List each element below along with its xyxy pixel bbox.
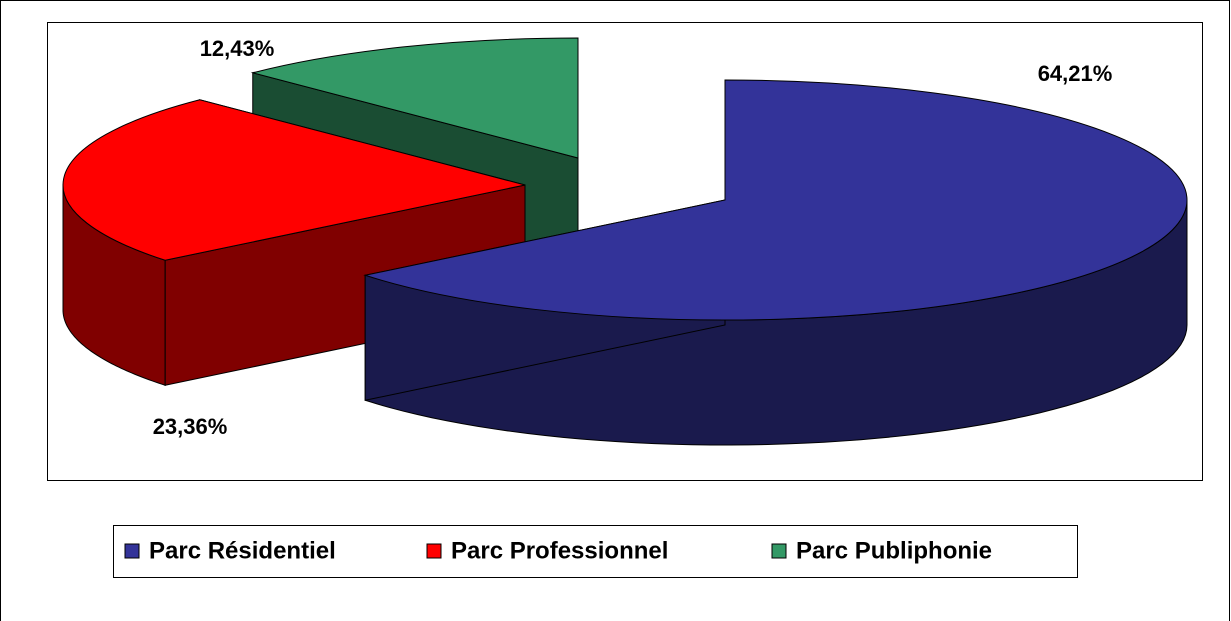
legend-swatch [426, 543, 442, 559]
slice-top [250, 37, 579, 159]
legend-label: Parc Professionnel [451, 537, 668, 564]
data-label: 12,43% [200, 36, 275, 61]
slice-top [62, 99, 526, 261]
data-label: 64,21% [1038, 61, 1113, 86]
legend-label: Parc Résidentiel [149, 537, 336, 564]
data-label: 23,36% [153, 414, 228, 439]
legend-swatch [771, 543, 787, 559]
legend-label: Parc Publiphonie [796, 537, 992, 564]
legend [113, 525, 1078, 578]
legend-swatch [124, 543, 140, 559]
pie: 64,21% 23,36% 12,43% [62, 36, 1188, 446]
pie-slice [363, 79, 1188, 446]
legend-items: Parc Résidentiel Parc Professionnel Parc P… [124, 537, 992, 564]
pie-slice [62, 99, 526, 386]
slice-top [363, 79, 1188, 321]
